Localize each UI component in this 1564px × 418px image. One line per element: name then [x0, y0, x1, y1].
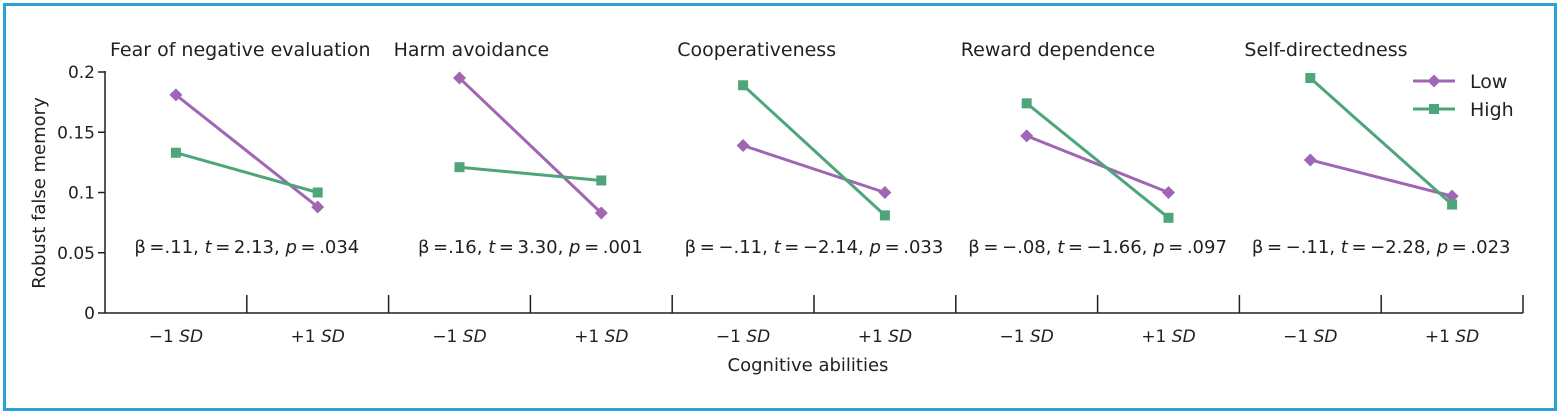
- data-point-low: [311, 200, 325, 214]
- data-point-low: [1020, 129, 1034, 143]
- series-line-low: [458, 76, 603, 215]
- series-line-high: [1309, 76, 1454, 206]
- data-point-high: [879, 210, 890, 221]
- series-line-high: [742, 84, 886, 217]
- stat-annotation: β = −.11, t = −2.28, p = .023: [1252, 237, 1511, 258]
- data-point-high: [170, 147, 181, 158]
- x-tick-label: +1 SD: [1141, 327, 1195, 347]
- panel-title: Self-directedness: [1244, 39, 1407, 61]
- legend-marker: [1429, 104, 1439, 114]
- panel-4: Reward dependence −1 SD +1 SD β = −.08, t =…: [961, 39, 1227, 347]
- data-point-high: [1447, 199, 1458, 210]
- panel-1: Fear of negative evaluation −1 SD +1 SD β =…: [110, 39, 371, 347]
- data-point-high: [454, 162, 465, 173]
- legend-item-low: Low: [1413, 71, 1507, 93]
- panel-3: Cooperativeness −1 SD +1 SD β = −.11, t = −…: [677, 39, 943, 347]
- x-tick-label: −1 SD: [432, 327, 486, 347]
- x-tick-label: −1 SD: [1000, 327, 1054, 347]
- y-tick-label: 0.15: [57, 123, 95, 143]
- panel-title: Fear of negative evaluation: [110, 39, 371, 61]
- stat-annotation: β = −.11, t = −2.14, p = .033: [685, 237, 944, 258]
- series-line-low: [1309, 158, 1453, 198]
- data-point-high: [312, 187, 323, 198]
- series-line-high: [175, 151, 319, 194]
- panel-title: Harm avoidance: [394, 39, 550, 61]
- figure-frame: [3, 3, 1557, 411]
- data-point-low: [878, 186, 892, 199]
- data-point-low: [169, 88, 183, 102]
- legend-label: High: [1470, 99, 1514, 121]
- x-tick-label: −1 SD: [1283, 327, 1337, 347]
- series-line-high: [1025, 102, 1170, 219]
- panels-layer: Fear of negative evaluation −1 SD +1 SD β =…: [110, 39, 1511, 347]
- y-axis-title: Robust false memory: [29, 97, 50, 289]
- panel-title: Cooperativeness: [677, 39, 836, 61]
- data-point-high: [1163, 212, 1174, 223]
- series-line-low: [174, 93, 319, 209]
- x-tick-label: +1 SD: [858, 327, 912, 347]
- stat-annotation: β = −.08, t = −1.66, p = .097: [968, 237, 1227, 258]
- axes-layer: 0 0.05 0.1 0.15 0.2: [57, 63, 1524, 324]
- y-tick-label: 0.05: [57, 244, 95, 264]
- data-point-high: [1305, 73, 1316, 84]
- series-line-low: [1026, 134, 1170, 194]
- data-point-high: [596, 175, 607, 186]
- y-tick-label: 0.1: [68, 184, 95, 204]
- data-point-low: [736, 139, 750, 153]
- stat-annotation: β =.16, t = 3.30, p = .001: [418, 237, 643, 258]
- stat-annotation: β =.11, t = 2.13, p = .034: [134, 237, 359, 258]
- x-tick-label: −1 SD: [716, 327, 770, 347]
- data-point-low: [453, 71, 466, 85]
- x-tick-label: −1 SD: [149, 327, 203, 347]
- x-tick-label: +1 SD: [574, 327, 628, 347]
- data-point-high: [738, 80, 749, 91]
- x-tick-label: +1 SD: [291, 327, 345, 347]
- data-point-low: [1162, 186, 1175, 199]
- legend-marker: [1427, 74, 1441, 88]
- y-tick-label: 0: [84, 304, 95, 324]
- data-point-low: [1445, 189, 1459, 203]
- data-point-low: [594, 206, 608, 220]
- y-tick-label: 0.2: [68, 63, 95, 83]
- series-line-low: [742, 144, 886, 194]
- x-axis-title: Cognitive abilities: [728, 355, 889, 376]
- legend: Low High: [1413, 71, 1514, 121]
- legend-item-high: High: [1413, 99, 1514, 121]
- data-point-high: [1021, 98, 1032, 109]
- series-line-high: [459, 165, 602, 182]
- panel-title: Reward dependence: [961, 39, 1155, 61]
- data-point-low: [1303, 153, 1317, 167]
- panel-2: Harm avoidance −1 SD +1 SD β =.16, t = 3.30…: [394, 39, 643, 347]
- legend-label: Low: [1470, 71, 1507, 93]
- panel-5: Self-directedness −1 SD +1 SD β = −.11, t =…: [1244, 39, 1510, 347]
- x-tick-label: +1 SD: [1425, 327, 1479, 347]
